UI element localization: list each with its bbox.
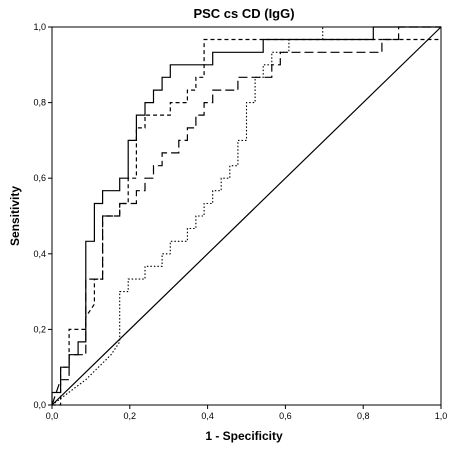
y-tick-label: 0,8 — [33, 98, 46, 108]
chart-title: PSC cs CD (IgG) — [193, 6, 294, 21]
x-tick-label: 1,0 — [435, 411, 448, 421]
x-tick-label: 0,2 — [124, 411, 137, 421]
series-group — [51, 26, 442, 406]
plot-frame-group — [51, 26, 442, 406]
y-tick-label: 0,6 — [33, 173, 46, 183]
y-tick-label: 0,0 — [33, 400, 46, 410]
y-tick-label: 1,0 — [33, 22, 46, 32]
x-axis-title: 1 - Specificity — [205, 429, 283, 443]
x-tick-label: 0,8 — [357, 411, 370, 421]
reference-diagonal-line — [51, 26, 442, 406]
roc-curve-dotted — [51, 26, 441, 406]
plot-frame — [51, 26, 442, 406]
x-tick-label: 0,0 — [46, 411, 59, 421]
ticks-group: 0,0 0,2 0,4 0,6 0,8 1,0 0,0 0,2 0,4 0,6 0,8 1,0 — [33, 22, 447, 421]
y-axis-title: Sensitivity — [8, 186, 22, 246]
y-tick-label: 0,2 — [33, 324, 46, 334]
x-tick-label: 0,6 — [279, 411, 292, 421]
roc-curve-long-dash — [51, 26, 441, 406]
y-tick-label: 0,4 — [33, 249, 46, 259]
x-tick-label: 0,4 — [201, 411, 214, 421]
roc-curve-short-dash — [52, 38, 441, 406]
